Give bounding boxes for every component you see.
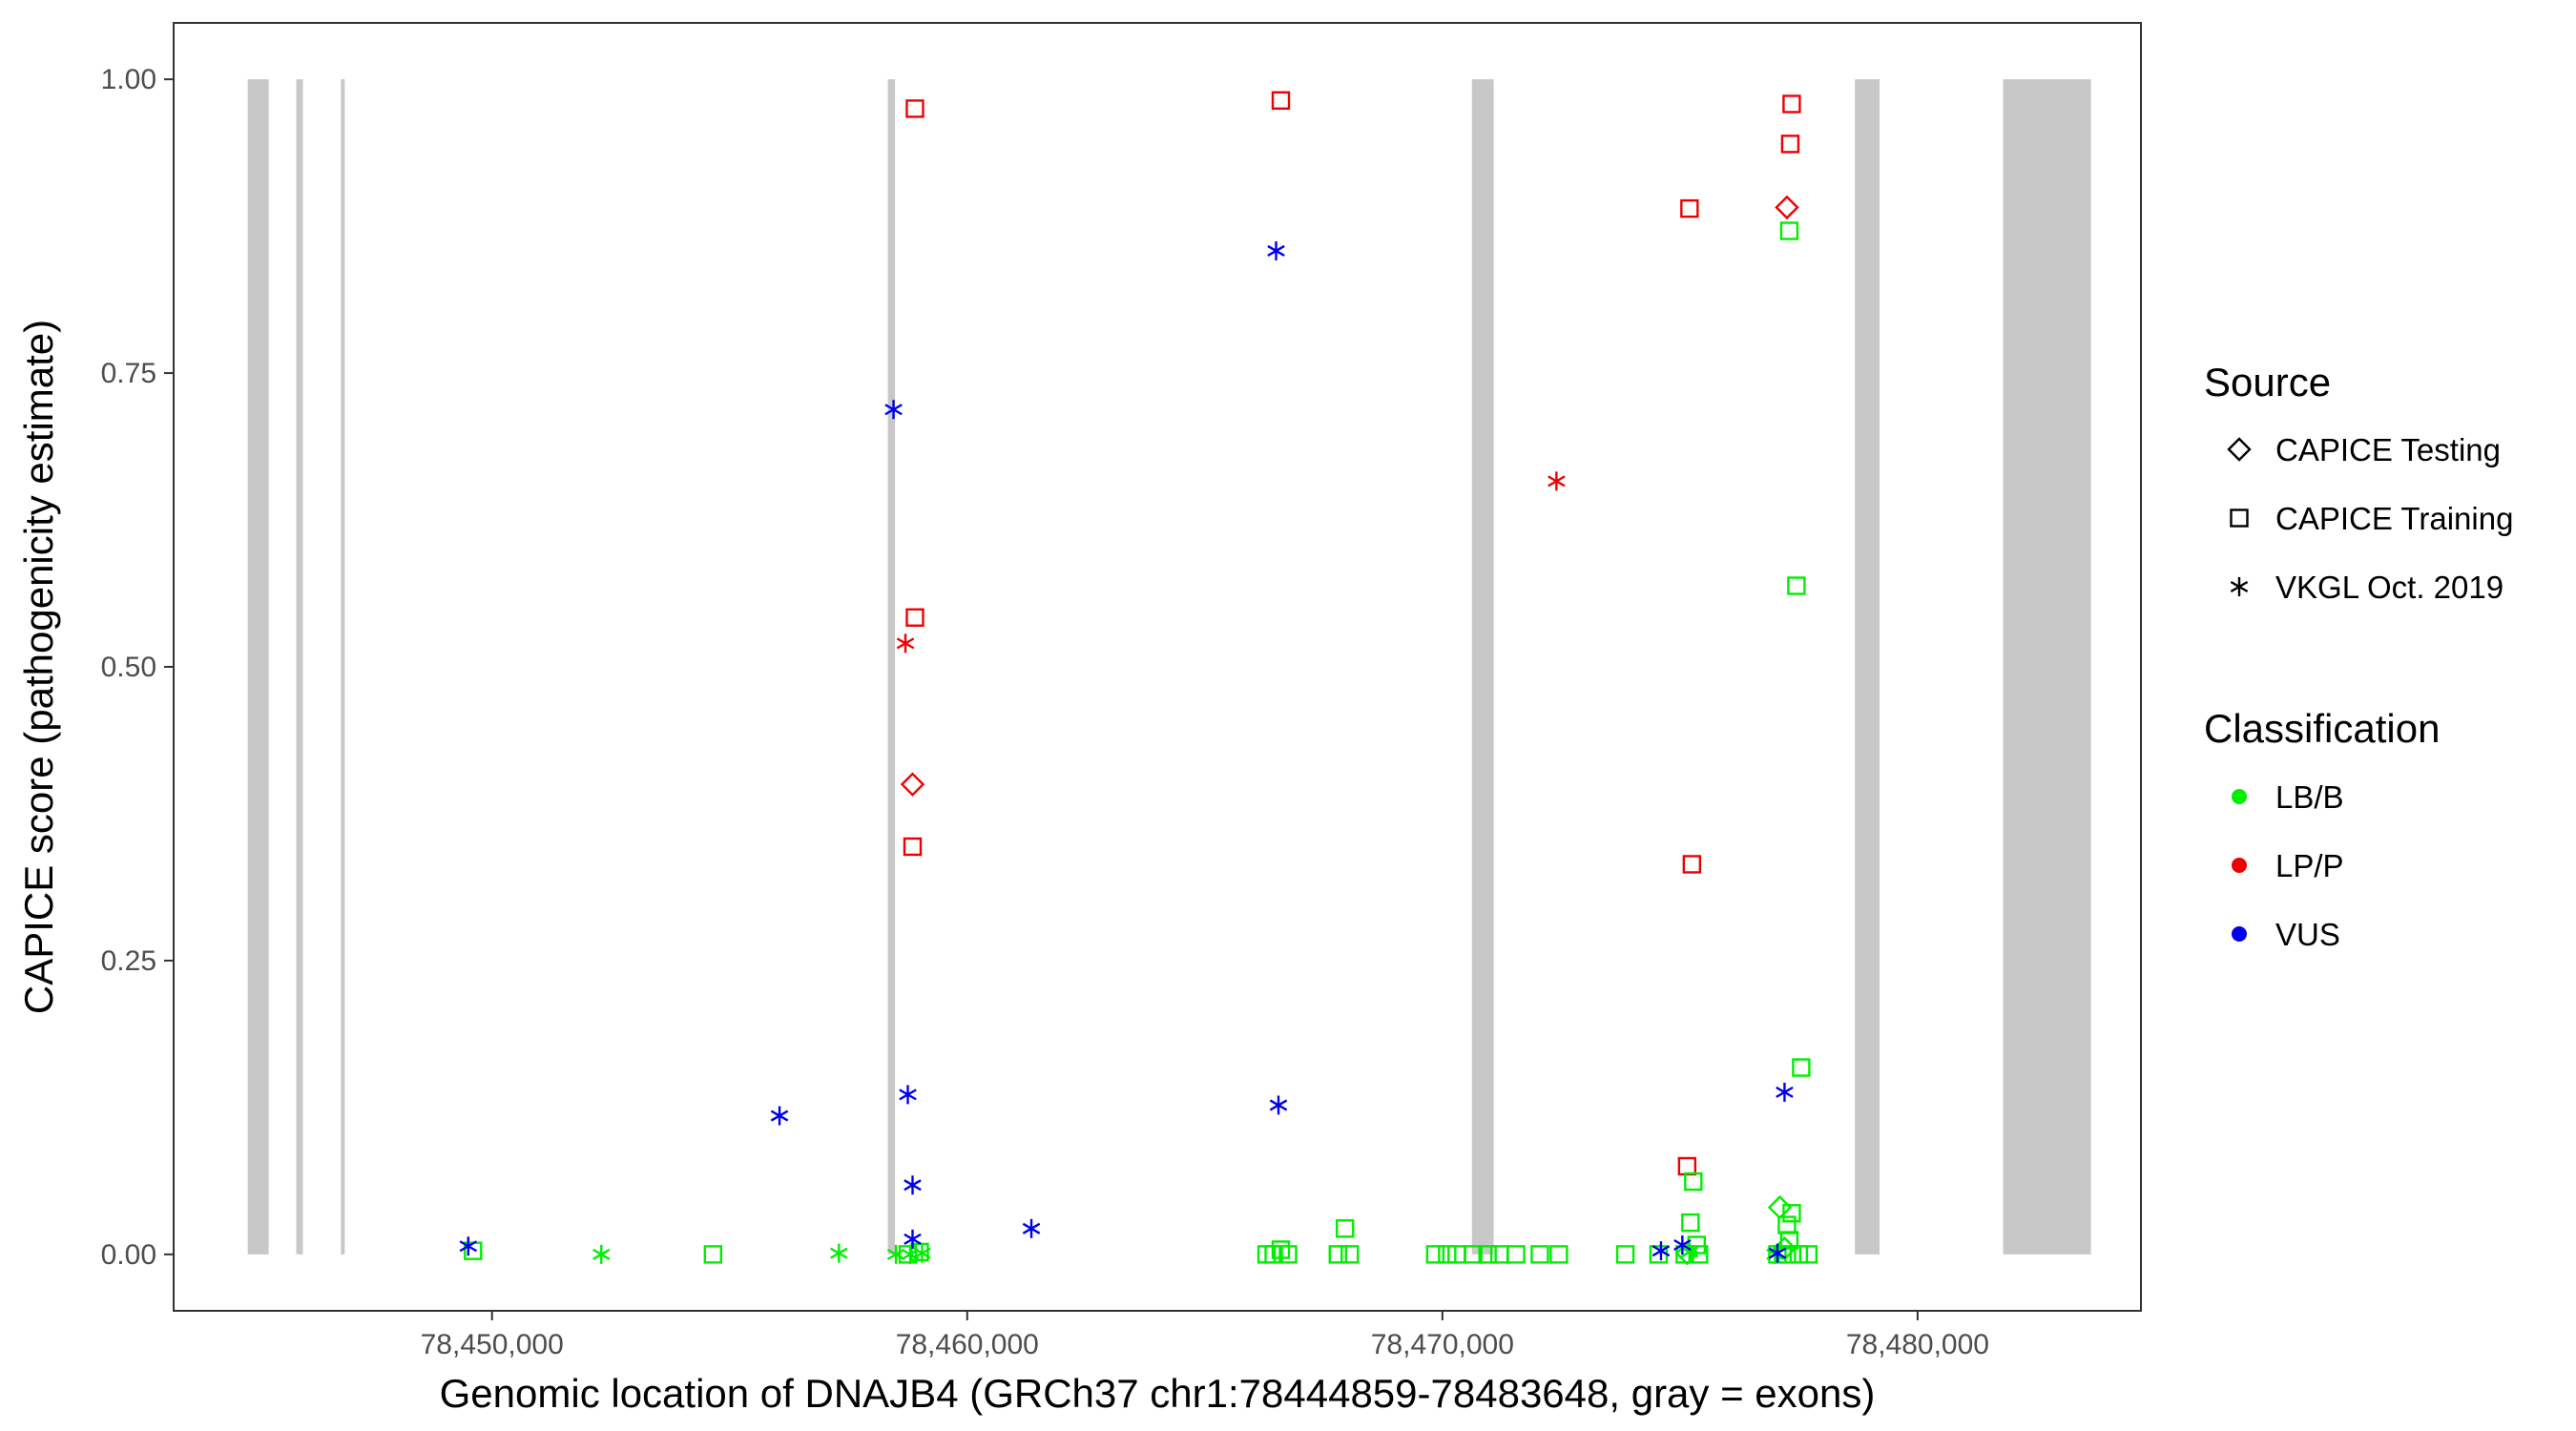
data-point xyxy=(1777,1215,1797,1234)
data-point xyxy=(1680,1242,1699,1262)
y-tick-label: 0.75 xyxy=(101,358,156,389)
legend-source-label: CAPICE Testing xyxy=(2275,432,2501,467)
legend-source: Source CAPICE Testing CAPICE Training VKGL… xyxy=(2204,360,2513,605)
x-tick-label: 78,480,000 xyxy=(1846,1329,1989,1360)
data-point xyxy=(913,1243,931,1263)
data-point xyxy=(1267,240,1285,260)
exon-band-4 xyxy=(887,79,896,1255)
exon-band-6 xyxy=(1855,79,1880,1255)
legend-source-title: Source xyxy=(2204,360,2331,404)
data-point xyxy=(1680,198,1699,218)
data-point xyxy=(1792,1058,1811,1077)
data-point xyxy=(830,1243,848,1263)
data-point xyxy=(1782,94,1801,114)
data-point xyxy=(1278,1245,1298,1264)
data-point xyxy=(1464,1245,1483,1264)
data-point xyxy=(1328,1245,1347,1264)
data-point xyxy=(905,608,924,627)
data-point xyxy=(884,400,903,420)
data-point xyxy=(886,1244,905,1264)
data-point xyxy=(1022,1218,1041,1238)
y-tick-label: 0.25 xyxy=(101,945,156,977)
legend-classification: Classification LB/B LP/P VUS xyxy=(2204,706,2440,952)
exon-band-1 xyxy=(247,79,269,1255)
data-point xyxy=(1438,1245,1457,1264)
y-axis: 0.00 0.25 0.50 0.75 1.00 xyxy=(101,64,174,1271)
x-tick-label: 78,450,000 xyxy=(421,1329,564,1360)
data-point xyxy=(898,1245,918,1264)
data-point xyxy=(905,99,924,118)
data-point xyxy=(904,1229,922,1249)
x-tick-label: 78,470,000 xyxy=(1371,1329,1514,1360)
legend-source-key-diamond xyxy=(2227,437,2252,462)
data-point xyxy=(1489,1245,1509,1264)
data-point xyxy=(1548,471,1566,491)
data-point xyxy=(1690,1245,1709,1264)
x-tick-label: 78,460,000 xyxy=(896,1329,1039,1360)
data-point xyxy=(1271,91,1291,110)
data-point xyxy=(1549,1245,1568,1264)
data-point xyxy=(459,1236,478,1256)
data-point xyxy=(1269,1095,1288,1115)
data-point xyxy=(900,772,925,797)
data-point xyxy=(1787,576,1806,595)
legend-source-key-asterisk xyxy=(2230,577,2249,596)
data-point xyxy=(1340,1245,1360,1264)
data-point xyxy=(592,1244,611,1264)
data-point xyxy=(1681,1213,1700,1233)
data-point xyxy=(904,1175,922,1195)
data-point xyxy=(1425,1245,1445,1264)
data-point xyxy=(1615,1245,1635,1264)
data-point xyxy=(1677,1156,1697,1176)
data-point xyxy=(1775,195,1799,220)
x-axis-title: Genomic location of DNAJB4 (GRCh37 chr1:… xyxy=(440,1371,1876,1416)
legend-classification-key xyxy=(2232,858,2247,873)
data-point xyxy=(1682,855,1702,874)
exon-band-5 xyxy=(1471,79,1494,1255)
data-point xyxy=(1684,1172,1703,1192)
y-axis-title: CAPICE score (pathogenicity estimate) xyxy=(16,320,61,1014)
data-point xyxy=(896,633,915,653)
data-point xyxy=(770,1106,789,1126)
legend-classification-label: LP/P xyxy=(2275,848,2344,883)
data-points xyxy=(459,91,1818,1266)
legend-classification-key xyxy=(2232,789,2247,804)
data-point xyxy=(1506,1245,1526,1264)
y-tick-label: 0.50 xyxy=(101,652,156,683)
data-point xyxy=(1776,1082,1794,1102)
data-point xyxy=(1779,221,1799,240)
legend-source-key-square xyxy=(2230,508,2249,528)
legend-classification-key xyxy=(2232,926,2247,942)
y-tick-label: 0.00 xyxy=(101,1239,156,1271)
data-point xyxy=(1478,1245,1497,1264)
legend-source-label: CAPICE Training xyxy=(2275,501,2513,536)
data-point xyxy=(899,1085,917,1105)
data-point xyxy=(903,837,923,857)
data-point xyxy=(703,1245,723,1264)
y-tick-label: 1.00 xyxy=(101,64,156,95)
data-point xyxy=(1652,1241,1671,1261)
data-point xyxy=(1767,1194,1793,1220)
exon-bands xyxy=(247,79,2091,1255)
legend-classification-label: LB/B xyxy=(2275,779,2344,815)
data-point xyxy=(1798,1245,1818,1264)
legend-classification-title: Classification xyxy=(2204,706,2440,751)
legend-classification-label: VUS xyxy=(2275,917,2340,952)
data-point xyxy=(1530,1245,1549,1264)
data-point xyxy=(1447,1245,1466,1264)
data-point xyxy=(1673,1235,1692,1255)
exon-band-3 xyxy=(341,79,345,1255)
exon-band-7 xyxy=(2003,79,2091,1255)
x-axis: 78,450,000 78,460,000 78,470,000 78,480,000 xyxy=(421,1311,1989,1360)
plot-panel-border xyxy=(173,22,2142,1312)
data-point xyxy=(1780,135,1800,154)
legend-source-label: VKGL Oct. 2019 xyxy=(2275,570,2503,605)
data-point xyxy=(1768,1243,1787,1263)
exon-band-2 xyxy=(296,79,303,1255)
data-point xyxy=(1336,1219,1355,1238)
